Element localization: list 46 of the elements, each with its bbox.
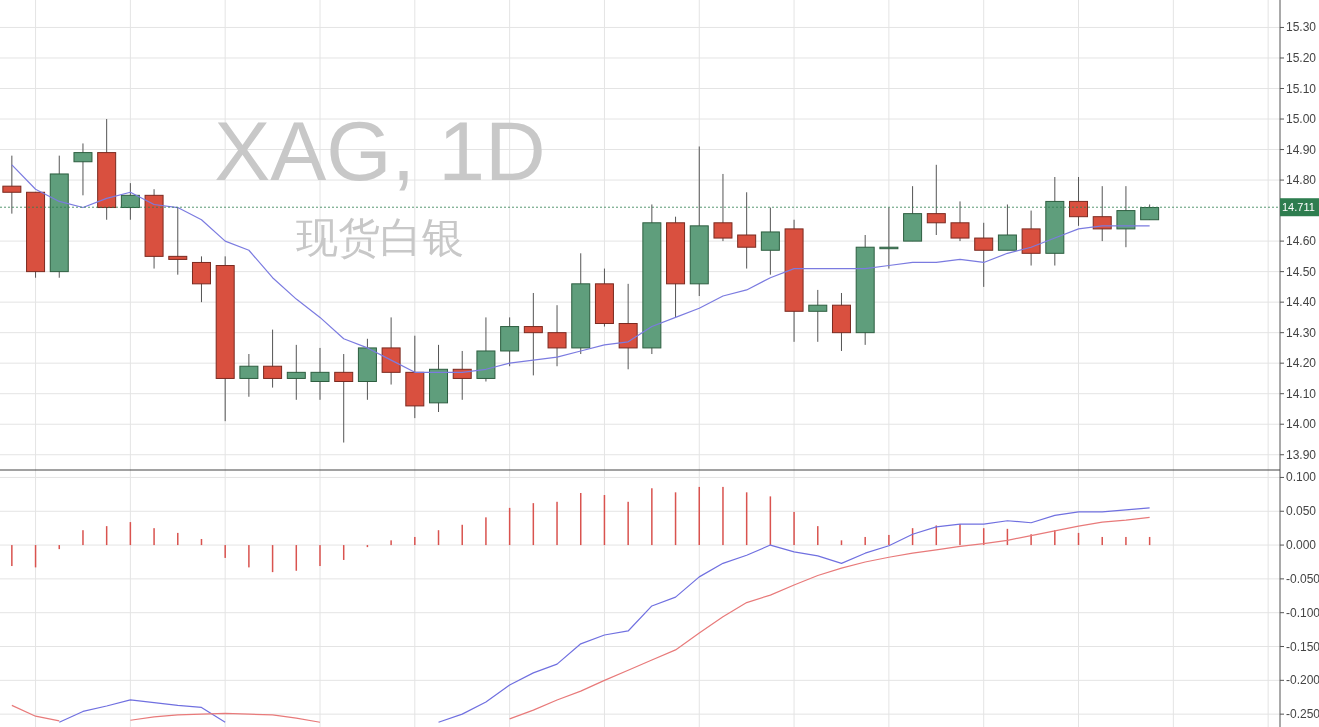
candlestick (120, 182, 140, 221)
candlestick (2, 155, 22, 215)
candlestick (334, 353, 354, 444)
candlestick (808, 289, 828, 343)
candlestick (713, 173, 733, 242)
candlestick (950, 200, 970, 242)
candlestick (239, 353, 259, 398)
candlestick (310, 347, 330, 401)
candlestick (286, 344, 306, 401)
y-tick-label: -0.250 (1286, 707, 1319, 722)
y-tick-label: 14.00 (1286, 417, 1317, 432)
y-tick-label: -0.100 (1286, 605, 1319, 620)
candlestick (760, 207, 780, 276)
y-tick-label: 0.100 (1286, 470, 1317, 485)
candlestick (974, 222, 994, 288)
y-tick-label: 14.40 (1286, 295, 1317, 310)
y-tick-label: 14.60 (1286, 234, 1317, 249)
y-tick-label: 15.30 (1286, 20, 1317, 35)
y-tick-label: 14.90 (1286, 142, 1317, 157)
y-tick-label: -0.150 (1286, 639, 1319, 654)
candlestick (926, 164, 946, 236)
candlestick (1116, 185, 1136, 248)
y-tick-label: 15.00 (1286, 112, 1317, 127)
candlestick (523, 292, 543, 376)
candlestick (737, 191, 757, 270)
y-tick-label: 0.050 (1286, 504, 1317, 519)
candlestick (263, 329, 283, 389)
y-tick-label: 14.30 (1286, 325, 1317, 340)
y-tick-label: -0.200 (1286, 673, 1319, 688)
y-tick-label: -0.050 (1286, 571, 1319, 586)
candlestick (73, 142, 93, 196)
y-tick-label: 15.20 (1286, 50, 1317, 65)
candlestick (1092, 185, 1112, 242)
candlestick (547, 304, 567, 367)
y-tick-label: 0.000 (1286, 538, 1317, 553)
y-tick-label: 14.20 (1286, 356, 1317, 371)
y-tick-label: 14.10 (1286, 386, 1317, 401)
candlestick (191, 255, 211, 303)
candlestick (997, 203, 1017, 251)
candlestick (1069, 176, 1089, 227)
y-tick-label: 14.50 (1286, 264, 1317, 279)
candlestick (168, 207, 188, 276)
y-tick-label: 14.80 (1286, 173, 1317, 188)
y-tick-label: 13.90 (1286, 447, 1317, 462)
y-tick-label: 15.10 (1286, 81, 1317, 96)
ref-line-label: 14.711 (1282, 201, 1315, 214)
